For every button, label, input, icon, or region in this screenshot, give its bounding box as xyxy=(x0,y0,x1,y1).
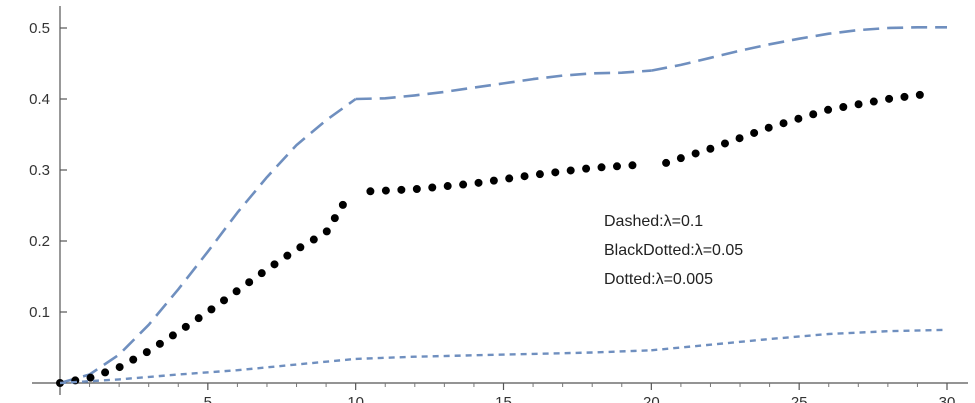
y-tick-label: 0.3 xyxy=(29,162,50,179)
series-black-dotted-line xyxy=(366,161,641,196)
series-dotted-line xyxy=(355,349,652,361)
y-tick-label: 0.5 xyxy=(29,20,50,37)
series-dashed-line xyxy=(59,97,357,385)
series-dashed-line xyxy=(355,69,652,101)
x-tick-label: 15 xyxy=(495,394,512,403)
legend-entry: Dashed:λ=0.1 xyxy=(604,213,703,230)
series-black-dotted-line xyxy=(56,194,351,387)
x-tick-label: 20 xyxy=(643,394,660,403)
axes xyxy=(32,6,968,395)
series-dotted-line xyxy=(59,357,356,385)
x-tick-label: 5 xyxy=(204,394,212,403)
y-tick-label: 0.4 xyxy=(29,91,50,108)
series-lines xyxy=(56,26,948,387)
legend: Dashed:λ=0.1 BlackDotted:λ=0.05 Dotted:λ=0… xyxy=(604,213,743,288)
series-black-dotted-line xyxy=(662,89,937,167)
x-tick-label: 10 xyxy=(347,394,364,403)
y-tick-label: 0.1 xyxy=(29,304,50,321)
y-tick-label: 0.2 xyxy=(29,233,50,250)
x-tick-label: 25 xyxy=(791,394,808,403)
legend-entry: BlackDotted:λ=0.05 xyxy=(604,242,743,259)
ticks: 5 10 15 20 25 30 0.1 0.2 0.3 0.4 0.5 xyxy=(29,20,955,403)
x-tick-label: 30 xyxy=(939,394,956,403)
series-dotted-line xyxy=(651,328,948,352)
legend-entry: Dotted:λ=0.005 xyxy=(604,271,713,288)
series-dashed-line xyxy=(651,26,947,72)
